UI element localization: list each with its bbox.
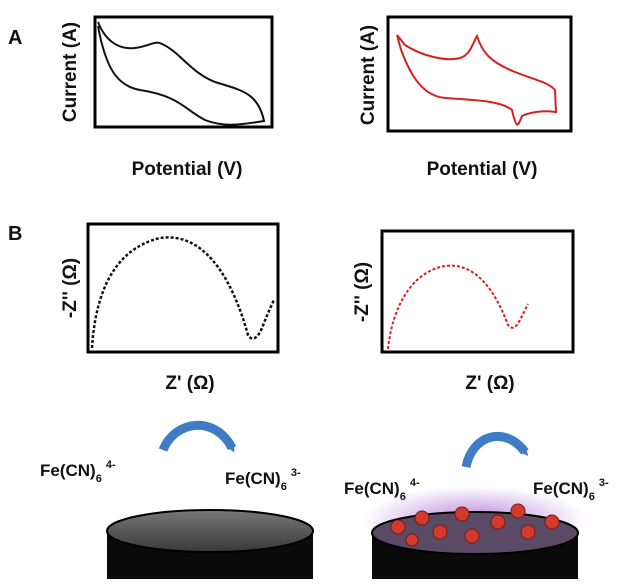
y-axis-label: Current (A) [358,25,379,125]
cv-curve [396,33,558,126]
modified-electrode [363,486,587,579]
y-axis-label: -Z'' (Ω) [352,262,373,322]
plot-frame [93,15,274,129]
label-part: Fe(CN) [225,469,281,488]
label-part: 3- [599,477,609,489]
y-axis-label: -Z'' (Ω) [60,258,81,318]
product-label: Fe(CN)6 3- [533,477,609,503]
electrode [106,509,314,579]
label-part: Fe(CN) [40,461,96,480]
label-part: 4- [106,459,116,471]
x-axis-label: Potential (V) [427,159,538,180]
nyquist-curve [387,264,529,350]
label-part: 6 [96,473,102,485]
reaction-arrow [158,420,236,453]
nyquist-curve [90,236,276,349]
plot-frame [86,222,280,354]
label-part: 4- [410,477,420,489]
plot-frame [380,229,575,354]
label-part: 6 [281,481,287,493]
label-part: 6 [589,491,595,503]
reaction-arrow [461,432,529,469]
label-part: 3- [291,467,301,479]
y-axis-label: Current (A) [60,22,81,122]
x-axis-label: Z' (Ω) [165,373,214,394]
cv-curve [97,21,266,126]
label-part: Fe(CN) [533,479,589,498]
x-axis-label: Potential (V) [132,159,243,180]
label-part: Fe(CN) [344,479,400,498]
x-axis-label: Z' (Ω) [465,373,514,394]
panel-label: A [8,27,22,49]
plot-frame [386,15,573,133]
reactant-label: Fe(CN)6 4- [40,459,116,485]
panel-label: B [8,223,22,245]
product-label: Fe(CN)6 3- [225,467,301,493]
